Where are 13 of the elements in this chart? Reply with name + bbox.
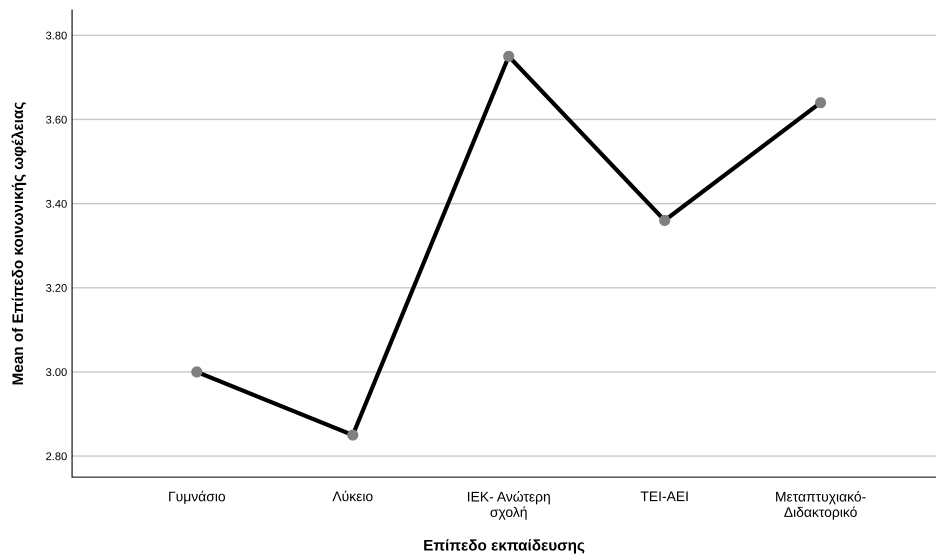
x-tick-label: Λύκειο xyxy=(332,490,373,502)
y-tick-label: 3.40 xyxy=(46,200,67,208)
x-axis-title: Επίπεδο εκπαίδευσης xyxy=(424,539,584,554)
y-tick-label: 3.20 xyxy=(46,284,67,292)
y-tick-label: 3.60 xyxy=(46,116,67,124)
x-tick-label: Μεταπτυχιακό- Διδακτορικό xyxy=(776,491,866,520)
y-tick-label: 3.00 xyxy=(46,368,67,376)
x-tick-label: Γυμνάσιο xyxy=(169,490,226,504)
y-tick-label: 2.80 xyxy=(46,452,67,460)
x-tick-label: TEI-AEI xyxy=(640,492,688,502)
y-axis-title: Mean of Επίπεδο κοινωνικής ωφέλειας xyxy=(12,102,26,384)
x-tick-label: IEK- Ανώτερη σχολή xyxy=(468,491,550,520)
y-tick-label: 3.80 xyxy=(46,32,67,40)
